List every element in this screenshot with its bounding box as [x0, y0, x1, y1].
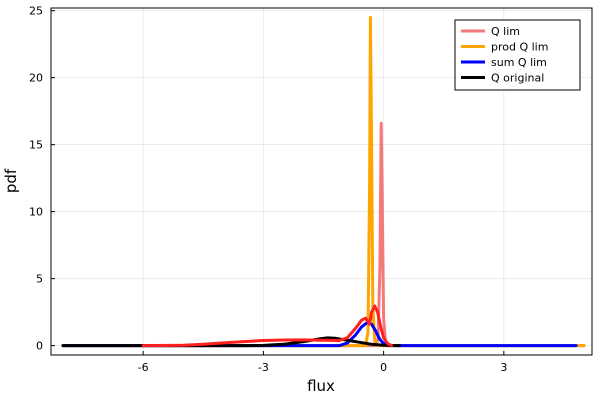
legend-label: Q lim — [491, 25, 520, 38]
y-tick-label: 0 — [36, 340, 43, 353]
series-line-unlabeled — [141, 304, 394, 348]
x-tick-label: -3 — [258, 361, 269, 374]
legend: Q lim prod Q lim sum Q lim Q original — [454, 19, 581, 91]
y-axis-label: pdf — [2, 168, 20, 193]
series-line-sum-q-lim — [61, 320, 578, 348]
plot-frame — [50, 7, 593, 356]
x-axis-label: flux — [307, 377, 335, 395]
y-tick-label: 15 — [29, 139, 43, 152]
x-tick-label: -6 — [138, 361, 149, 374]
x-tick-label: 3 — [500, 361, 507, 374]
y-tick-label: 20 — [29, 72, 43, 85]
series-line-q-original — [61, 336, 402, 348]
y-tick-label: 5 — [36, 273, 43, 286]
x-tick-label: 0 — [380, 361, 387, 374]
y-ticks: 0 5 10 15 20 25 — [29, 5, 55, 353]
series-lines — [61, 15, 586, 348]
legend-label: sum Q lim — [491, 56, 547, 69]
y-tick-label: 25 — [29, 5, 43, 18]
series-line-q-lim — [61, 121, 586, 348]
x-ticks: -6 -3 0 3 — [138, 351, 507, 374]
y-tick-label: 10 — [29, 206, 43, 219]
legend-label: Q original — [491, 72, 544, 85]
legend-label: prod Q lim — [491, 41, 548, 54]
